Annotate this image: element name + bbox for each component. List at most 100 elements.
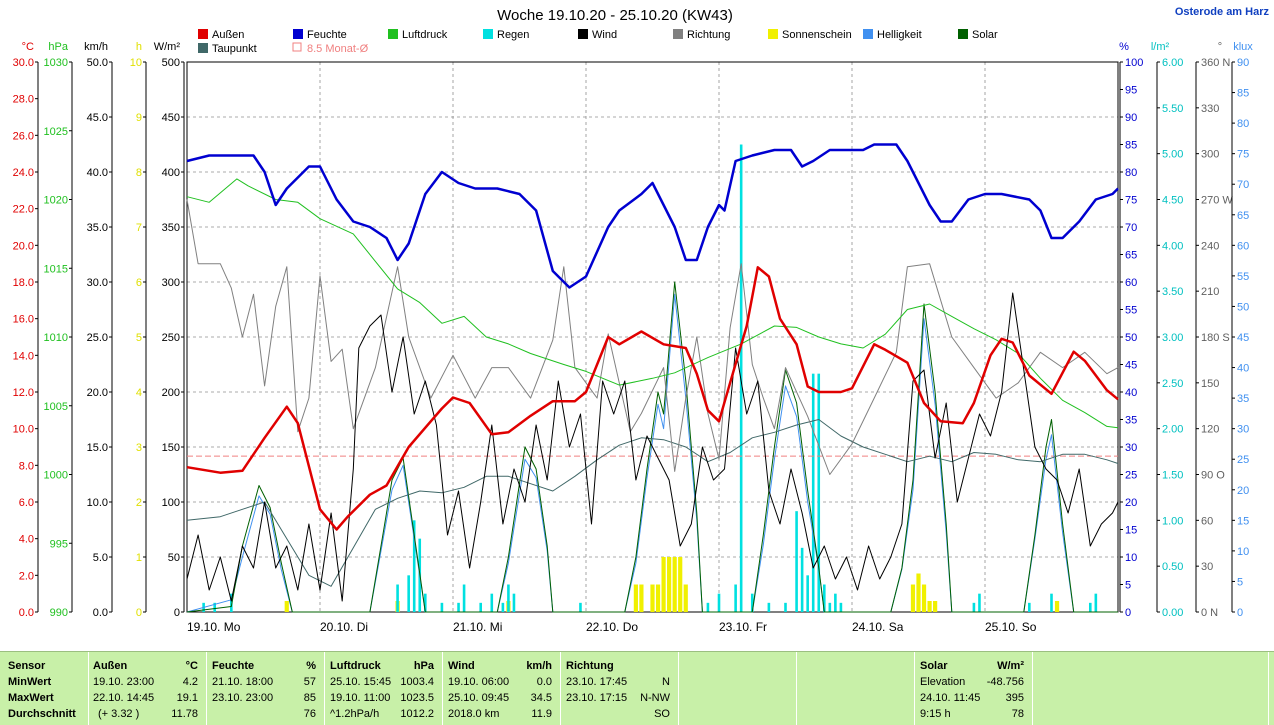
axis-tick-label: 6	[136, 277, 142, 289]
x-day-label: 19.10. Mo	[187, 620, 241, 634]
axis-tick-label: 1.50	[1162, 470, 1183, 482]
legend-item-taupunkt: Taupunkt	[198, 43, 257, 55]
bar-regen	[706, 602, 710, 612]
legend-swatch	[863, 29, 873, 39]
bar-regen	[423, 593, 427, 612]
x-day-label: 23.10. Fr	[719, 620, 767, 634]
statistics-table: Sensor MinWert MaxWert Durchschnitt Auße…	[0, 651, 1274, 725]
axis-tick-label: 0	[1237, 607, 1243, 619]
legend-label: Luftdruck	[402, 29, 448, 41]
axis-tick-label: 50	[1125, 332, 1137, 344]
axis-tick-label: 180 S	[1201, 332, 1230, 344]
x-day-label: 24.10. Sa	[852, 620, 904, 634]
axis-tick-label: 15	[1237, 515, 1249, 527]
bar-regen	[978, 593, 981, 612]
stats-luftdruck-trend: ^1.2hPa/h	[330, 708, 380, 720]
axis-tick-label: 65	[1125, 250, 1137, 262]
location-label[interactable]: Osterode am Harz	[1175, 6, 1270, 18]
axis-tick-label: 5	[136, 332, 142, 344]
axis-tick-label: 95	[1125, 85, 1137, 97]
axis-tick-label: 55	[1125, 305, 1137, 317]
stats-empty-column-2	[796, 652, 915, 725]
series-sonnenschein	[284, 557, 1060, 612]
axis-tick-label: 1015	[44, 263, 68, 275]
axis-tick-label: 100	[1125, 57, 1143, 69]
axis-right-l-m: l/m² 6.00 5.50 5.00 4.50 4.00 3.50 3.00 2.50 2.00…	[1151, 41, 1184, 619]
legend-item-feuchte: Feuchte	[293, 29, 347, 41]
line-taupunkt	[186, 419, 1119, 587]
bar-regen	[1094, 593, 1098, 612]
axis-unit: h	[136, 41, 142, 53]
bar-regen	[1050, 593, 1053, 612]
legend-item-helligkeit: Helligkeit	[863, 29, 922, 41]
legend-swatch	[768, 29, 778, 39]
bar-regen	[512, 593, 516, 612]
right-axes: %100959085807570656055504540353025201510…	[1119, 41, 1253, 619]
axis-tick-label: 360 N	[1201, 57, 1230, 69]
stats-solar-max-time: 24.10. 11:45	[920, 692, 981, 704]
legend-swatch	[198, 43, 208, 53]
chart-title: Woche 19.10.20 - 25.10.20 (KW43)	[497, 7, 733, 24]
x-day-label: 20.10. Di	[320, 620, 368, 634]
axis-tick-label: 210	[1201, 286, 1219, 298]
bar-sonnenschein	[910, 584, 916, 612]
stats-wind-min-time: 19.10. 06:00	[448, 676, 510, 688]
axis-tick-label: 300	[162, 277, 180, 289]
bar-sonnenschein	[661, 557, 666, 612]
bar-sonnenschein	[667, 557, 672, 612]
axis-tick-label: 150	[162, 442, 180, 454]
axis-tick-label: 16.0	[13, 314, 34, 326]
bar-regen	[462, 584, 466, 612]
stats-richtung-avg-value: SO	[654, 708, 670, 720]
axis-tick-label: 25	[1237, 454, 1249, 466]
legend-label: Richtung	[687, 29, 730, 41]
axis-tick-label: 12.0	[13, 387, 34, 399]
axis-tick-label: 300	[1201, 149, 1219, 161]
axis-left-hpa: hPa 1030 1025 1020 1015 1010 1005 1000 995 990	[44, 41, 73, 619]
axis-right-: ° 360 N 330 300 270 W 240 210 180 S 150 120 90 O 60…	[1195, 41, 1233, 619]
stats-aussen-avg-note: (+ 3.32 )	[98, 708, 140, 720]
weather-chart: Woche 19.10.20 - 25.10.20 (KW43) Osterod…	[12, 6, 1270, 634]
legend-label: Taupunkt	[212, 43, 257, 55]
legend-swatch	[578, 29, 588, 39]
stats-aussen-header: Außen	[93, 660, 128, 672]
bar-sonnenschein	[633, 584, 638, 612]
axis-tick-label: 80	[1125, 167, 1137, 179]
stats-label-avg: Durchschnitt	[8, 708, 76, 720]
stats-richtung-min-value: N	[662, 676, 670, 688]
axis-unit: km/h	[84, 41, 108, 53]
stats-sensor-header: Sensor	[8, 660, 46, 672]
bar-regen	[1028, 602, 1031, 612]
stats-solar-elevation-label: Elevation	[920, 676, 966, 688]
line-feuchte	[186, 143, 1119, 289]
legend-label: Sonnenschein	[782, 29, 852, 41]
stats-luftdruck-min-time: 25.10. 15:45	[330, 676, 392, 688]
stats-feuchte-max-value: 85	[303, 692, 316, 704]
axis-tick-label: 1000	[44, 470, 68, 482]
bar-sonnenschein	[650, 584, 655, 612]
axis-tick-label: 10.0	[13, 424, 34, 436]
series-taupunkt	[186, 419, 1119, 587]
axis-tick-label: 15.0	[87, 442, 108, 454]
axis-tick-label: 45	[1125, 360, 1137, 372]
stats-feuchte-min-value: 57	[303, 676, 316, 688]
axis-tick-label: 4.50	[1162, 195, 1183, 207]
stats-luftdruck-unit: hPa	[413, 660, 434, 672]
stats-label-min: MinWert	[8, 676, 52, 688]
bar-regen	[396, 584, 399, 612]
bar-regen	[507, 584, 510, 612]
bar-regen	[972, 602, 976, 612]
stats-richtung-min-time: 23.10. 17:45	[566, 676, 628, 688]
axis-tick-label: 65	[1237, 210, 1249, 222]
axis-tick-label: 18.0	[13, 277, 34, 289]
axis-tick-label: 60	[1125, 277, 1137, 289]
axis-tick-label: 1025	[44, 126, 68, 138]
axis-tick-label: 50	[1237, 301, 1249, 313]
bar-sonnenschein	[933, 601, 938, 612]
stats-aussen-min-value: 4.2	[182, 676, 198, 688]
stats-solar-column: Solar W/m² Elevation -48.756 24.10. 11:45 3…	[914, 652, 1033, 725]
axis-tick-label: 10	[130, 57, 142, 69]
line-wind	[186, 292, 1119, 602]
stats-wind-distance: 2018.0 km	[448, 708, 500, 720]
